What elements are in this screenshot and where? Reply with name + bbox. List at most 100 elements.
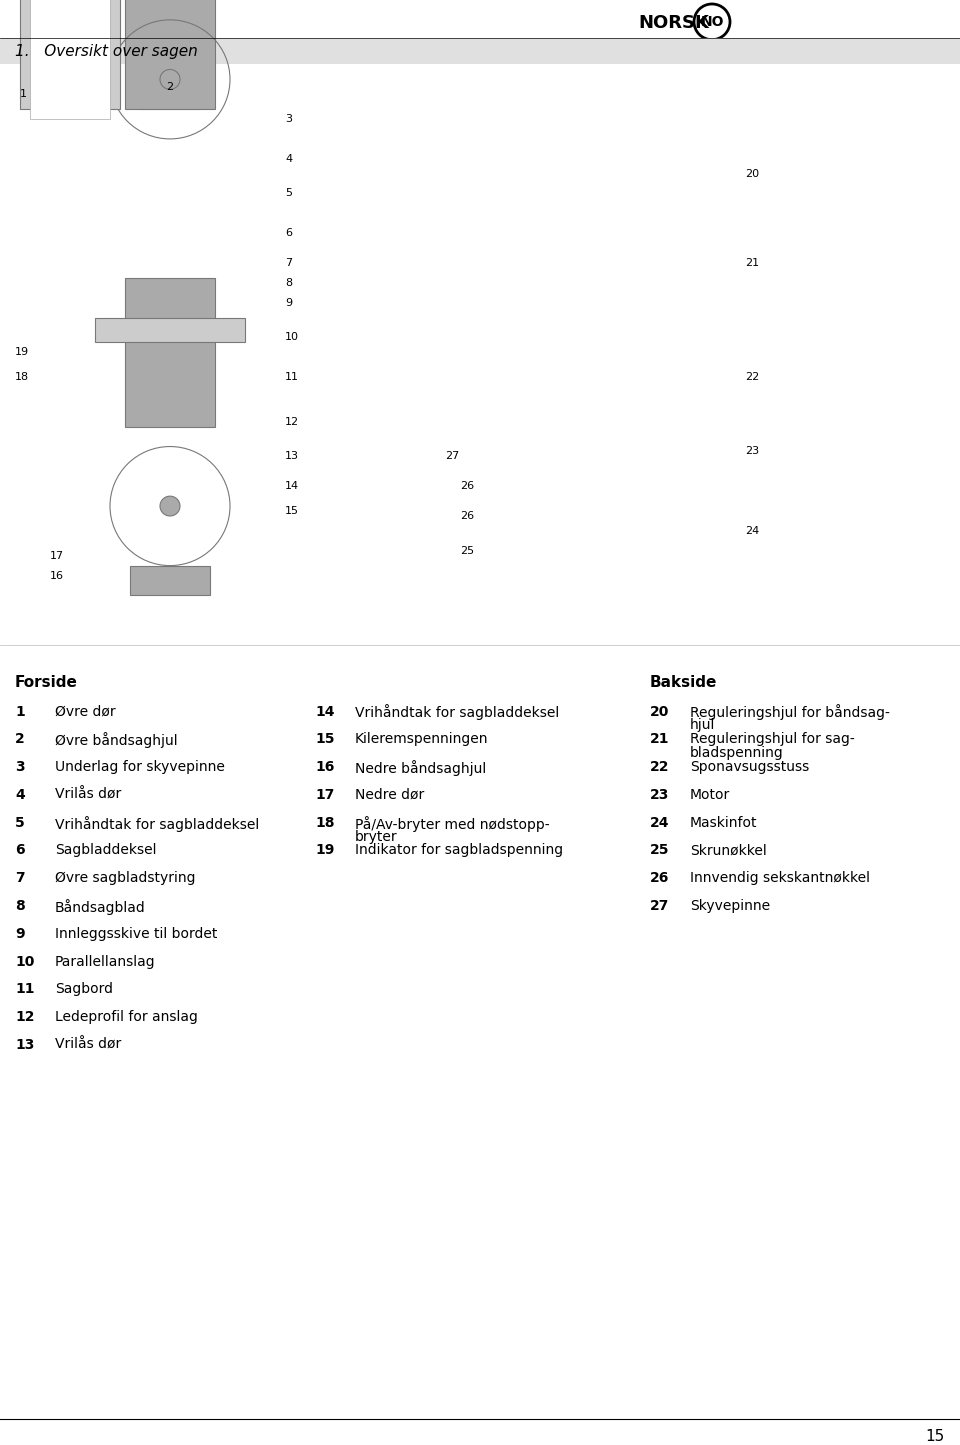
- Text: 19: 19: [15, 347, 29, 357]
- Text: Parallellanslag: Parallellanslag: [55, 955, 156, 968]
- Bar: [95, 318, 245, 342]
- Text: Innleggsskive til bordet: Innleggsskive til bordet: [55, 926, 217, 941]
- Text: Motor: Motor: [690, 788, 731, 802]
- Text: 24: 24: [650, 815, 669, 829]
- Text: NO: NO: [700, 14, 724, 29]
- Text: Forside: Forside: [15, 675, 78, 689]
- Text: 15: 15: [925, 1429, 945, 1444]
- Text: 21: 21: [745, 259, 759, 267]
- Text: Vrilås dør: Vrilås dør: [55, 1038, 121, 1052]
- Text: 23: 23: [650, 788, 669, 802]
- Text: 7: 7: [285, 259, 292, 267]
- Text: 23: 23: [745, 447, 759, 457]
- Text: 18: 18: [315, 815, 334, 829]
- Text: 9: 9: [15, 926, 25, 941]
- Text: bryter: bryter: [355, 829, 397, 844]
- Text: Indikator for sagbladspenning: Indikator for sagbladspenning: [355, 844, 564, 857]
- Text: På/Av-bryter med nødstopp-: På/Av-bryter med nødstopp-: [355, 815, 550, 832]
- Text: 16: 16: [315, 760, 334, 775]
- Text: 14: 14: [285, 481, 300, 491]
- Text: 2: 2: [166, 82, 174, 92]
- Text: 16: 16: [50, 571, 64, 581]
- Text: Båndsagblad: Båndsagblad: [55, 899, 146, 915]
- Text: bladspenning: bladspenning: [690, 746, 783, 760]
- Bar: [125, 0, 215, 110]
- Text: Bakside: Bakside: [650, 675, 717, 689]
- Text: Sagbladdeksel: Sagbladdeksel: [55, 844, 156, 857]
- Text: 19: 19: [315, 844, 334, 857]
- Text: 26: 26: [460, 481, 474, 491]
- Text: Sagbord: Sagbord: [55, 983, 113, 997]
- Text: 18: 18: [15, 371, 29, 381]
- Bar: [20, 0, 120, 110]
- Text: 26: 26: [650, 871, 669, 886]
- Text: 9: 9: [285, 298, 292, 308]
- Text: 1: 1: [20, 90, 27, 100]
- Circle shape: [160, 69, 180, 90]
- Text: Vrihåndtak for sagbladdeksel: Vrihåndtak for sagbladdeksel: [55, 815, 259, 832]
- Text: 17: 17: [315, 788, 334, 802]
- Text: 13: 13: [285, 451, 299, 461]
- Text: Skrunøkkel: Skrunøkkel: [690, 844, 767, 857]
- Text: 15: 15: [285, 506, 299, 516]
- Bar: [125, 277, 215, 426]
- Bar: [130, 565, 210, 595]
- Text: 22: 22: [745, 371, 759, 381]
- Text: 10: 10: [285, 332, 299, 342]
- Text: 8: 8: [285, 277, 292, 288]
- Text: Maskinfot: Maskinfot: [690, 815, 757, 829]
- Text: 4: 4: [15, 788, 25, 802]
- Text: 17: 17: [50, 551, 64, 561]
- Text: 15: 15: [315, 733, 334, 746]
- Text: 11: 11: [15, 983, 35, 997]
- Text: Skyvepinne: Skyvepinne: [690, 899, 770, 913]
- Text: 12: 12: [15, 1010, 35, 1025]
- Text: Reguleringshjul for båndsag-: Reguleringshjul for båndsag-: [690, 705, 890, 721]
- Text: 22: 22: [650, 760, 669, 775]
- Text: Vrihåndtak for sagbladdeksel: Vrihåndtak for sagbladdeksel: [355, 705, 560, 721]
- Text: 6: 6: [285, 228, 292, 238]
- Text: NORSK: NORSK: [638, 14, 708, 32]
- Text: Sponavsugsstuss: Sponavsugsstuss: [690, 760, 809, 775]
- Text: Underlag for skyvepinne: Underlag for skyvepinne: [55, 760, 225, 775]
- Text: 25: 25: [460, 546, 474, 556]
- Text: 21: 21: [650, 733, 669, 746]
- Bar: [140, 0, 200, 110]
- Text: 5: 5: [15, 815, 25, 829]
- Text: 3: 3: [285, 114, 292, 124]
- Text: 24: 24: [745, 526, 759, 536]
- Text: 20: 20: [745, 169, 759, 179]
- Text: Kileremspenningen: Kileremspenningen: [355, 733, 489, 746]
- Text: Øvre båndsaghjul: Øvre båndsaghjul: [55, 733, 178, 749]
- Text: 7: 7: [15, 871, 25, 886]
- Text: 1: 1: [15, 705, 25, 718]
- Bar: [0, 38, 960, 65]
- Bar: [30, 0, 110, 118]
- Text: Innvendig sekskantnøkkel: Innvendig sekskantnøkkel: [690, 871, 870, 886]
- Text: 14: 14: [315, 705, 334, 718]
- Text: 20: 20: [650, 705, 669, 718]
- Text: Vrilås dør: Vrilås dør: [55, 788, 121, 802]
- Text: Øvre dør: Øvre dør: [55, 705, 115, 718]
- Text: 27: 27: [650, 899, 669, 913]
- Text: 10: 10: [15, 955, 35, 968]
- Text: hjul: hjul: [690, 718, 715, 733]
- Text: Øvre sagbladstyring: Øvre sagbladstyring: [55, 871, 196, 886]
- Text: 26: 26: [460, 512, 474, 522]
- Text: 4: 4: [285, 153, 292, 163]
- Text: 1.   Oversikt over sagen: 1. Oversikt over sagen: [15, 45, 198, 59]
- Text: 27: 27: [445, 451, 459, 461]
- Text: Nedre båndsaghjul: Nedre båndsaghjul: [355, 760, 487, 776]
- Text: 13: 13: [15, 1038, 35, 1052]
- Text: 5: 5: [285, 188, 292, 198]
- Text: 25: 25: [650, 844, 669, 857]
- Text: 2: 2: [15, 733, 25, 746]
- Circle shape: [160, 496, 180, 516]
- Text: 3: 3: [15, 760, 25, 775]
- Text: 6: 6: [15, 844, 25, 857]
- Text: Nedre dør: Nedre dør: [355, 788, 424, 802]
- Text: 11: 11: [285, 371, 299, 381]
- Text: Reguleringshjul for sag-: Reguleringshjul for sag-: [690, 733, 854, 746]
- Text: 8: 8: [15, 899, 25, 913]
- Text: Ledeprofil for anslag: Ledeprofil for anslag: [55, 1010, 198, 1025]
